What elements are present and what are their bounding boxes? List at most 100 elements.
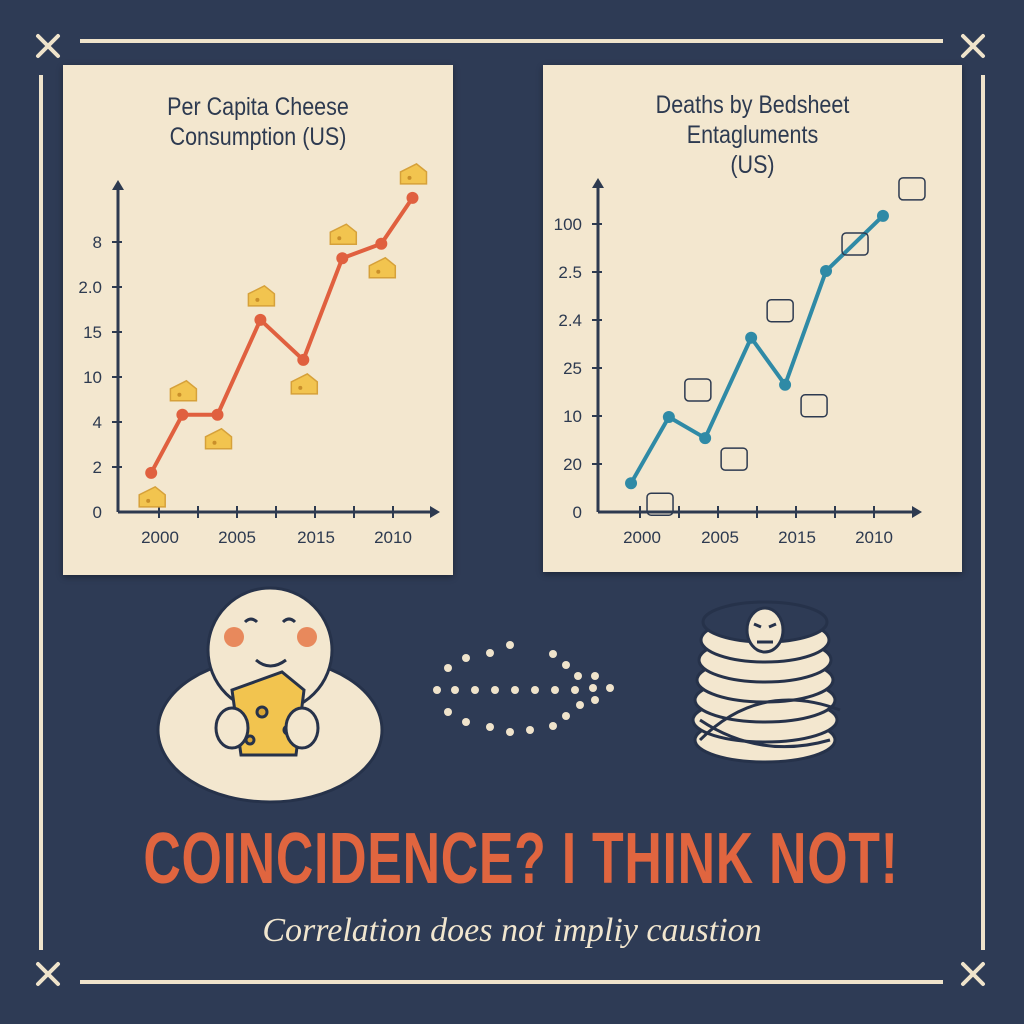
cheese-wedge <box>204 427 233 450</box>
arrow-dot <box>549 650 557 658</box>
x-tick-label: 2010 <box>855 528 893 547</box>
y-tick-label: 20 <box>563 455 582 474</box>
cheese-hole <box>407 175 412 180</box>
data-point <box>745 331 758 344</box>
corner-x-icon <box>36 34 60 58</box>
cheese-hole <box>337 236 342 241</box>
arrow-dot <box>576 701 584 709</box>
y-axis-arrow-icon <box>112 180 124 190</box>
y-tick-label: 2.0 <box>78 278 102 297</box>
arrow-dot <box>462 718 470 726</box>
title-line: Deaths by Bedsheet <box>655 91 850 119</box>
arrow-dot <box>451 686 459 694</box>
headline: COINCIDENCE? I THINK NOT! <box>143 819 899 899</box>
cheek <box>297 627 317 647</box>
y-tick-label: 15 <box>83 323 102 342</box>
arrow-dot <box>562 712 570 720</box>
arrow-dot <box>486 649 494 657</box>
data-point <box>662 410 675 423</box>
arrow-dot <box>574 672 582 680</box>
cheese-icon <box>368 256 397 279</box>
chart-0: 0 2 4 10 15 2.0 8 2000 2005 2015 2010 <box>78 163 440 547</box>
bedsheet-chart-panel: Deaths by Bedsheet Entagluments (US) <box>543 65 962 572</box>
cheese-icon <box>290 373 319 395</box>
arrow-dot <box>531 686 539 694</box>
bedsheet-icon <box>684 378 712 402</box>
x-tick-label: 2015 <box>297 528 335 547</box>
arrow-dot <box>444 664 452 672</box>
cheese-hole <box>146 498 151 503</box>
data-point <box>297 353 310 366</box>
corner-x-icon <box>36 962 60 986</box>
title-line: (US) <box>730 151 775 179</box>
arrow-dot <box>471 686 479 694</box>
grumpy-face <box>745 606 785 654</box>
series-line <box>149 196 415 474</box>
series-line <box>629 214 885 485</box>
cheese-wedge <box>138 485 166 508</box>
y-axis-arrow-icon <box>592 178 604 188</box>
y-tick-label: 0 <box>93 503 102 522</box>
bedsheet-icon <box>766 299 794 323</box>
data-point <box>699 432 712 445</box>
x-axis-arrow-icon <box>912 506 922 518</box>
title-line: Per Capita Cheese <box>167 93 349 121</box>
x-tick-label: 2015 <box>778 528 816 547</box>
y-tick-label: 10 <box>563 407 582 426</box>
y-tick-label: 2 <box>93 458 102 477</box>
title-line: Consumption (US) <box>169 123 347 151</box>
cheese-icon <box>138 485 166 508</box>
arrow-dot <box>551 686 559 694</box>
arrow-dot <box>506 641 514 649</box>
x-axis-arrow-icon <box>430 506 440 518</box>
cheese-wedge <box>169 379 198 402</box>
y-tick-label: 0 <box>573 503 582 522</box>
data-point <box>211 408 224 421</box>
corner-x-icons <box>36 34 985 986</box>
x-tick-label: 2010 <box>374 528 412 547</box>
happy-person-eating-cheese <box>156 586 384 804</box>
arrow-dot <box>491 686 499 694</box>
arrow-dot <box>591 672 599 680</box>
cheese-hole <box>255 297 260 302</box>
y-tick-label: 2.5 <box>558 263 582 282</box>
arrow-dot <box>462 654 470 662</box>
data-point <box>625 477 638 490</box>
data-point <box>336 252 349 265</box>
y-tick-label: 100 <box>554 215 582 234</box>
data-point <box>145 466 158 479</box>
x-tick-label: 2005 <box>701 528 739 547</box>
cheese-icon <box>399 163 428 185</box>
dotted-arrow-icon <box>433 641 614 736</box>
cheese-icon <box>329 223 358 245</box>
cheese-wedge <box>399 163 428 185</box>
cheese-chart-title: Per Capita Cheese Consumption (US) <box>90 92 425 152</box>
arrow-dot <box>571 686 579 694</box>
y-tick-label: 10 <box>83 368 102 387</box>
cheese-icon <box>247 284 276 307</box>
face <box>243 617 297 668</box>
y-tick-label: 2.4 <box>558 311 582 330</box>
bedsheet-icon <box>720 447 748 471</box>
cheek <box>224 627 244 647</box>
arrow-dot <box>526 726 534 734</box>
x-tick-label: 2005 <box>218 528 256 547</box>
cheese-wedge <box>368 256 397 279</box>
cheese-hole <box>376 269 381 274</box>
corner-x-icon <box>961 34 985 58</box>
person-tangled-in-bedsheets <box>691 600 841 764</box>
bedsheet-chart-title: Deaths by Bedsheet Entagluments (US) <box>572 90 932 180</box>
corner-x-icon <box>961 962 985 986</box>
y-tick-label: 4 <box>93 413 102 432</box>
cheese-wedge <box>290 373 319 395</box>
data-point <box>406 191 419 204</box>
cheese-wedge <box>329 223 358 245</box>
data-point <box>779 378 792 391</box>
arrow-dot <box>433 686 441 694</box>
cheese-hole <box>212 440 217 445</box>
subtitle: Correlation does not impliy caustion <box>262 912 762 949</box>
arrow-dot <box>506 728 514 736</box>
cheese-hole <box>177 392 182 397</box>
